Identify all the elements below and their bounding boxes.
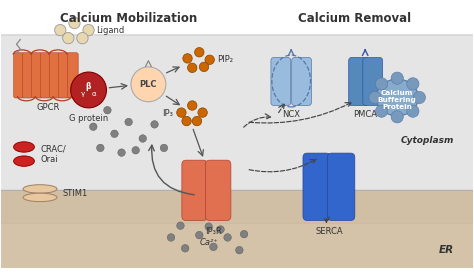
- Circle shape: [167, 234, 175, 241]
- Text: NCX: NCX: [282, 110, 300, 119]
- Circle shape: [63, 32, 74, 44]
- Circle shape: [199, 62, 209, 71]
- FancyBboxPatch shape: [292, 57, 311, 106]
- Circle shape: [375, 78, 388, 90]
- Circle shape: [188, 63, 197, 73]
- Circle shape: [183, 54, 192, 63]
- Text: Calcium: Calcium: [381, 90, 413, 96]
- FancyBboxPatch shape: [49, 53, 60, 98]
- Text: ER: ER: [438, 245, 454, 255]
- FancyBboxPatch shape: [14, 53, 25, 98]
- Circle shape: [196, 231, 203, 239]
- Circle shape: [177, 108, 186, 117]
- Circle shape: [151, 120, 158, 128]
- Circle shape: [210, 243, 217, 251]
- FancyBboxPatch shape: [349, 57, 368, 106]
- Circle shape: [205, 223, 212, 230]
- Ellipse shape: [14, 156, 35, 166]
- Circle shape: [77, 32, 88, 44]
- Circle shape: [71, 72, 107, 108]
- Circle shape: [97, 144, 104, 152]
- Text: Buffering: Buffering: [378, 97, 417, 103]
- Circle shape: [182, 245, 189, 252]
- Text: SERCA: SERCA: [315, 227, 343, 236]
- Circle shape: [160, 144, 168, 152]
- Circle shape: [139, 135, 146, 142]
- Circle shape: [240, 230, 248, 238]
- FancyBboxPatch shape: [32, 53, 42, 98]
- Text: IP₃R: IP₃R: [205, 227, 222, 236]
- Text: CRAC/
Orai: CRAC/ Orai: [40, 144, 66, 164]
- Text: γ: γ: [81, 91, 85, 97]
- Circle shape: [90, 123, 97, 130]
- FancyBboxPatch shape: [67, 53, 78, 98]
- Circle shape: [125, 118, 132, 126]
- Circle shape: [195, 48, 204, 57]
- FancyBboxPatch shape: [271, 57, 291, 106]
- Circle shape: [177, 222, 184, 229]
- Text: β: β: [86, 82, 91, 91]
- Ellipse shape: [23, 185, 57, 193]
- Circle shape: [192, 116, 201, 126]
- Text: Cytoplasm: Cytoplasm: [401, 136, 454, 145]
- Circle shape: [111, 130, 118, 138]
- Circle shape: [182, 116, 191, 126]
- Text: Ca²⁺: Ca²⁺: [200, 238, 218, 247]
- Text: PLC: PLC: [140, 80, 157, 89]
- Text: Calcium Mobilization: Calcium Mobilization: [60, 12, 197, 25]
- Circle shape: [118, 149, 125, 157]
- Circle shape: [104, 106, 111, 114]
- Circle shape: [205, 55, 214, 65]
- Circle shape: [198, 108, 207, 117]
- Text: GPCR: GPCR: [37, 103, 60, 112]
- Circle shape: [407, 78, 419, 90]
- Ellipse shape: [376, 79, 419, 116]
- FancyBboxPatch shape: [23, 53, 34, 98]
- Circle shape: [131, 67, 166, 102]
- Text: IP₃: IP₃: [163, 109, 173, 118]
- Text: Calcium Removal: Calcium Removal: [298, 12, 411, 25]
- Circle shape: [217, 226, 224, 233]
- Circle shape: [391, 111, 403, 123]
- Ellipse shape: [23, 193, 57, 202]
- Circle shape: [188, 101, 197, 110]
- FancyBboxPatch shape: [205, 160, 231, 220]
- FancyBboxPatch shape: [40, 53, 51, 98]
- Circle shape: [83, 24, 94, 36]
- Text: STIM1: STIM1: [63, 189, 88, 198]
- Circle shape: [413, 91, 426, 104]
- Text: PIP₂: PIP₂: [217, 55, 233, 64]
- Circle shape: [55, 24, 66, 36]
- Text: G protein: G protein: [69, 114, 108, 122]
- Circle shape: [375, 105, 388, 117]
- Text: α: α: [92, 91, 97, 97]
- FancyBboxPatch shape: [0, 35, 474, 223]
- Circle shape: [224, 234, 231, 241]
- Circle shape: [236, 247, 243, 254]
- Ellipse shape: [14, 142, 35, 152]
- Text: Ligand: Ligand: [96, 25, 124, 35]
- FancyBboxPatch shape: [303, 153, 330, 220]
- FancyBboxPatch shape: [328, 153, 355, 220]
- Circle shape: [132, 147, 139, 154]
- Circle shape: [407, 105, 419, 117]
- FancyBboxPatch shape: [0, 190, 474, 275]
- Circle shape: [69, 17, 80, 29]
- Text: Protein: Protein: [382, 104, 412, 110]
- Text: PMCA: PMCA: [353, 110, 377, 119]
- Circle shape: [391, 72, 403, 84]
- FancyBboxPatch shape: [363, 57, 383, 106]
- FancyBboxPatch shape: [58, 53, 69, 98]
- Circle shape: [369, 91, 381, 104]
- FancyBboxPatch shape: [182, 160, 207, 220]
